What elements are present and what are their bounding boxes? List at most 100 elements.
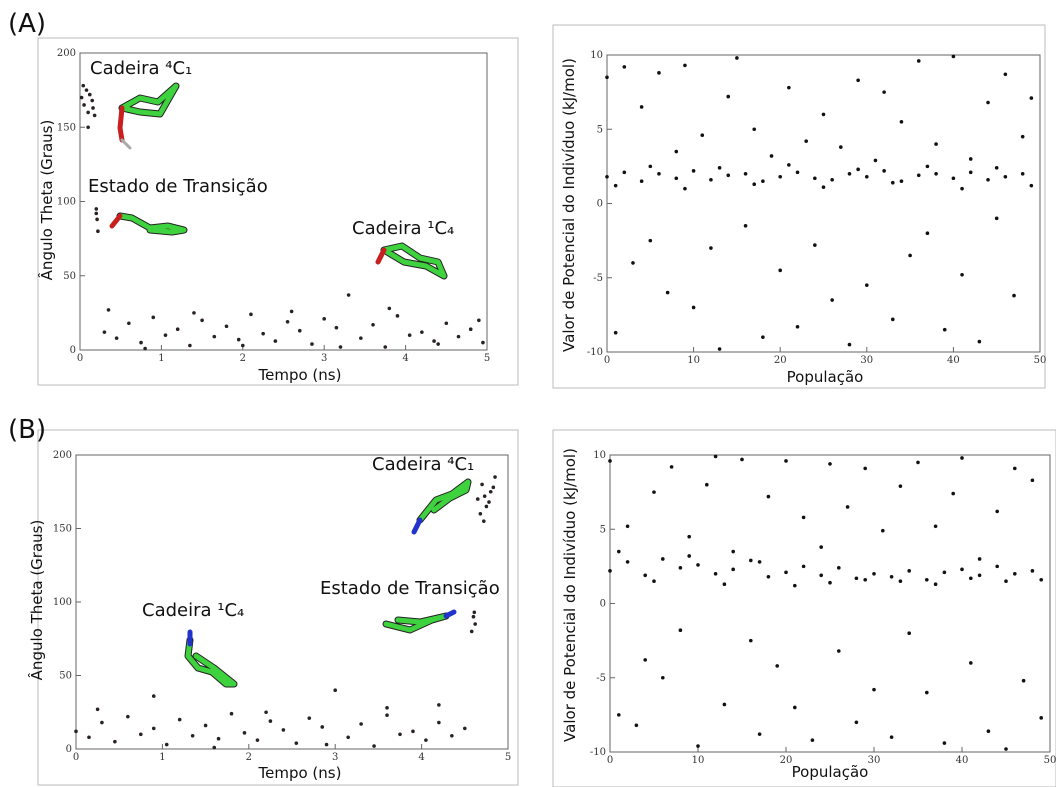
point bbox=[757, 560, 762, 564]
point bbox=[769, 154, 774, 158]
y-axis-label: Ângulo Theta (Graus) bbox=[27, 520, 46, 681]
point bbox=[908, 253, 912, 258]
x-tick-label: 10 bbox=[692, 755, 705, 766]
y-tick-label: 150 bbox=[53, 524, 72, 535]
point bbox=[477, 318, 481, 323]
point bbox=[177, 717, 182, 722]
point bbox=[731, 567, 735, 572]
point bbox=[1003, 174, 1008, 179]
point bbox=[994, 216, 999, 221]
point bbox=[444, 321, 449, 326]
point bbox=[1029, 183, 1034, 188]
point bbox=[281, 728, 286, 732]
point bbox=[960, 456, 964, 460]
point bbox=[722, 582, 727, 586]
point bbox=[95, 217, 99, 222]
x-axis-label: Tempo (ns) bbox=[258, 366, 342, 384]
point bbox=[696, 563, 700, 567]
point bbox=[151, 726, 156, 731]
point bbox=[968, 157, 973, 161]
point bbox=[114, 336, 119, 340]
point bbox=[188, 343, 192, 348]
point bbox=[359, 336, 363, 340]
point bbox=[383, 345, 388, 349]
point bbox=[890, 317, 895, 322]
point bbox=[625, 524, 630, 529]
point bbox=[726, 94, 731, 99]
point bbox=[854, 576, 859, 581]
point bbox=[821, 112, 826, 117]
x-tick-label: 20 bbox=[780, 755, 793, 766]
point bbox=[847, 342, 852, 347]
point bbox=[687, 554, 691, 558]
point bbox=[1039, 716, 1043, 720]
point bbox=[795, 324, 800, 329]
point bbox=[683, 186, 687, 191]
point bbox=[717, 347, 722, 351]
point bbox=[473, 622, 477, 626]
point bbox=[261, 331, 265, 336]
point bbox=[657, 172, 661, 176]
point bbox=[395, 314, 400, 318]
point bbox=[216, 736, 221, 741]
y-tick-label: 150 bbox=[57, 122, 76, 133]
point bbox=[437, 720, 441, 725]
point bbox=[916, 173, 921, 178]
point bbox=[249, 312, 253, 317]
point bbox=[994, 166, 999, 170]
point bbox=[437, 703, 441, 707]
point bbox=[106, 308, 111, 312]
y-axis-label: Valor de Potencial do Indivíduo (kJ/mol) bbox=[560, 58, 578, 352]
point bbox=[164, 742, 169, 747]
point bbox=[898, 579, 903, 584]
point bbox=[192, 311, 196, 315]
point bbox=[324, 742, 329, 747]
point bbox=[456, 334, 461, 339]
point bbox=[757, 732, 762, 736]
point bbox=[856, 78, 860, 83]
point bbox=[87, 735, 91, 740]
point bbox=[722, 702, 727, 707]
chart-frame bbox=[37, 429, 519, 786]
point bbox=[674, 149, 679, 154]
point bbox=[471, 614, 476, 619]
point bbox=[482, 519, 486, 523]
annotation: Estado de Transição bbox=[320, 578, 500, 599]
point bbox=[960, 567, 964, 572]
x-tick-label: 2 bbox=[240, 353, 246, 364]
point bbox=[359, 722, 363, 726]
point bbox=[493, 475, 497, 479]
point bbox=[469, 629, 474, 634]
point bbox=[163, 333, 168, 337]
point bbox=[94, 211, 99, 216]
point bbox=[743, 223, 748, 228]
point bbox=[709, 177, 713, 182]
point bbox=[678, 566, 683, 570]
point bbox=[463, 726, 467, 731]
point bbox=[925, 231, 930, 235]
point bbox=[766, 574, 771, 579]
point bbox=[346, 293, 351, 297]
point bbox=[1004, 579, 1008, 584]
y-tick-label: 5 bbox=[597, 124, 603, 135]
point bbox=[1030, 569, 1035, 573]
point bbox=[801, 564, 806, 569]
point bbox=[882, 90, 886, 94]
point bbox=[691, 169, 696, 173]
chart: 0 10 20 30 40 50 -10 -5 0 5 10 População Valor de Po… bbox=[552, 429, 1056, 787]
y-tick-label: 200 bbox=[53, 450, 72, 461]
point bbox=[371, 322, 375, 327]
y-axis-label: Valor de Potencial do Indivíduo (kJ/mol) bbox=[561, 448, 579, 742]
point bbox=[480, 482, 484, 487]
x-axis-label: População bbox=[792, 763, 869, 781]
point bbox=[977, 557, 982, 561]
point bbox=[804, 139, 808, 143]
point bbox=[934, 142, 938, 146]
point bbox=[749, 638, 753, 643]
point bbox=[995, 564, 999, 569]
point bbox=[346, 735, 350, 740]
point bbox=[475, 497, 480, 501]
x-tick-label: 2 bbox=[246, 752, 252, 763]
point bbox=[387, 306, 392, 311]
x-tick-label: 0 bbox=[607, 755, 613, 766]
